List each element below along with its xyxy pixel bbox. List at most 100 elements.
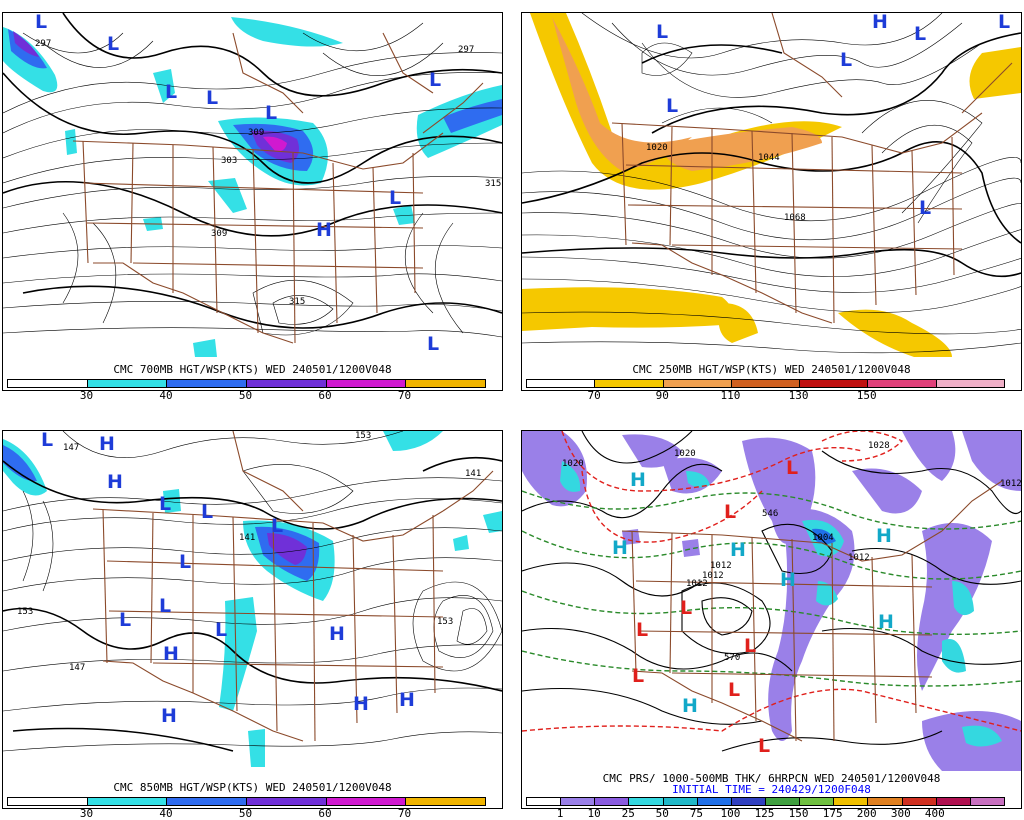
initial-time-label: INITIAL TIME = 240429/1200F048 <box>672 783 871 796</box>
precip-shade <box>962 725 1002 747</box>
legend-swatch <box>167 380 248 387</box>
wind-shade <box>13 31 39 57</box>
contour-label: 546 <box>762 509 779 519</box>
legend-swatch <box>800 380 869 387</box>
legend-swatch <box>326 380 407 387</box>
height-contours <box>3 13 502 329</box>
low-pressure-symbol: L <box>680 597 693 619</box>
contour-label: 1012 <box>710 561 732 571</box>
low-pressure-symbol: L <box>206 87 219 109</box>
legend-swatch <box>834 798 869 805</box>
high-pressure-symbol: H <box>682 695 698 717</box>
legend-tick-label: 200 <box>856 807 877 820</box>
legend-tick-label: 70 <box>587 389 601 402</box>
precip-shade <box>686 471 710 488</box>
legend-swatch <box>406 380 486 387</box>
jet-shade <box>969 47 1021 99</box>
map-850mb-svg <box>3 431 502 767</box>
map-prs-svg <box>522 431 1021 771</box>
legend-tick-label: 150 <box>788 807 809 820</box>
contour-label: 303 <box>221 156 238 166</box>
legend-swatch <box>527 798 562 805</box>
map-700mb[interactable]: 297 303 309 315 315 297 309 L L L L L L … <box>3 13 502 357</box>
legend-tick-label: 30 <box>79 807 94 820</box>
legend-tick-label: 125 <box>754 807 775 820</box>
thickness-contours <box>522 431 1021 732</box>
legend-swatch <box>595 798 630 805</box>
low-pressure-symbol: L <box>632 665 645 687</box>
legend-swatch <box>765 798 801 805</box>
high-pressure-symbol: H <box>878 611 894 633</box>
contour-label: 297 <box>458 45 475 55</box>
contour-label: 315 <box>289 297 306 307</box>
contour-label: 153 <box>355 431 372 441</box>
legend-swatch <box>247 798 327 805</box>
wind-shade <box>153 69 175 103</box>
panel-title: CMC 700MB HGT/WSP(KTS) WED 240501/1200V0… <box>113 363 392 376</box>
legend-bar <box>7 379 486 388</box>
legend-swatch <box>697 798 732 805</box>
precip-shade <box>942 639 966 673</box>
contour-label: 1012 <box>1000 479 1021 489</box>
map-prs[interactable]: 1020 1020 1028 1012 1012 1004 1012 1012 … <box>522 431 1021 771</box>
low-pressure-symbol: L <box>919 197 932 219</box>
high-pressure-symbol: H <box>329 623 345 645</box>
legend-tick-label: 25 <box>621 807 635 820</box>
panel-700mb: 297 303 309 315 315 297 309 L L L L L L … <box>2 12 503 402</box>
low-pressure-symbol: L <box>427 333 440 355</box>
low-pressure-symbol: L <box>215 619 228 641</box>
wind-shade <box>483 511 502 533</box>
precip-shade <box>622 529 640 545</box>
panel-250mb: 1020 1044 1068 H L L L L L L CMC 250MB H… <box>521 12 1022 402</box>
low-pressure-symbol: L <box>840 49 853 71</box>
wind-shade <box>453 535 469 551</box>
low-pressure-symbol: L <box>666 95 679 117</box>
low-pressure-symbol: L <box>35 13 48 33</box>
legend-swatch <box>87 798 168 805</box>
contour-label: 1028 <box>868 441 890 451</box>
legend-tick-label: 70 <box>397 389 412 402</box>
state-boundaries <box>92 431 494 742</box>
map-850mb[interactable]: 147 153 141 153 147 141 153 L H H L L L … <box>3 431 502 775</box>
low-pressure-symbol: L <box>724 501 737 523</box>
map-700mb-svg <box>3 13 502 357</box>
state-boundaries <box>611 13 1013 324</box>
high-pressure-symbol: H <box>876 525 892 547</box>
legend-swatch <box>731 380 801 387</box>
precip-shade <box>952 581 974 616</box>
legend-swatch <box>902 798 937 805</box>
panel-850mb: 147 153 141 153 147 141 153 L H H L L L … <box>2 430 503 820</box>
state-boundaries <box>621 480 1003 742</box>
high-pressure-symbol: H <box>872 13 888 33</box>
legend-tick-label: 60 <box>318 807 332 820</box>
legend-swatch <box>731 798 766 805</box>
wind-shade <box>267 533 307 565</box>
legend-swatch <box>800 798 835 805</box>
low-pressure-symbol: L <box>728 679 741 701</box>
legend-swatch <box>936 380 1004 387</box>
precip-shade <box>962 431 1021 491</box>
precip-shade <box>682 539 700 557</box>
wind-shade <box>393 205 415 225</box>
legend-tick-label: 10 <box>587 807 601 820</box>
contour-label: 147 <box>69 663 86 673</box>
contour-label: 570 <box>724 653 741 663</box>
legend-swatch <box>8 798 88 805</box>
low-pressure-symbol: L <box>41 431 54 451</box>
contour-label: 1012 <box>686 579 708 589</box>
low-pressure-symbol: L <box>179 551 192 573</box>
legend-tick-label: 100 <box>720 807 741 820</box>
high-pressure-symbol: H <box>161 705 177 727</box>
map-250mb[interactable]: 1020 1044 1068 H L L L L L L <box>522 13 1021 357</box>
legend-swatch <box>970 798 1004 805</box>
high-pressure-symbol: H <box>107 471 123 493</box>
precip-shade <box>812 528 836 544</box>
legend-tick-label: 75 <box>689 807 703 820</box>
legend-swatch <box>663 798 698 805</box>
streamlines <box>3 431 502 752</box>
legend-swatch <box>936 798 971 805</box>
contour-label: 1012 <box>702 571 724 581</box>
legend-tick-label: 110 <box>720 389 741 402</box>
legend-tick-label: 175 <box>822 807 843 820</box>
low-pressure-symbol: L <box>998 13 1011 33</box>
